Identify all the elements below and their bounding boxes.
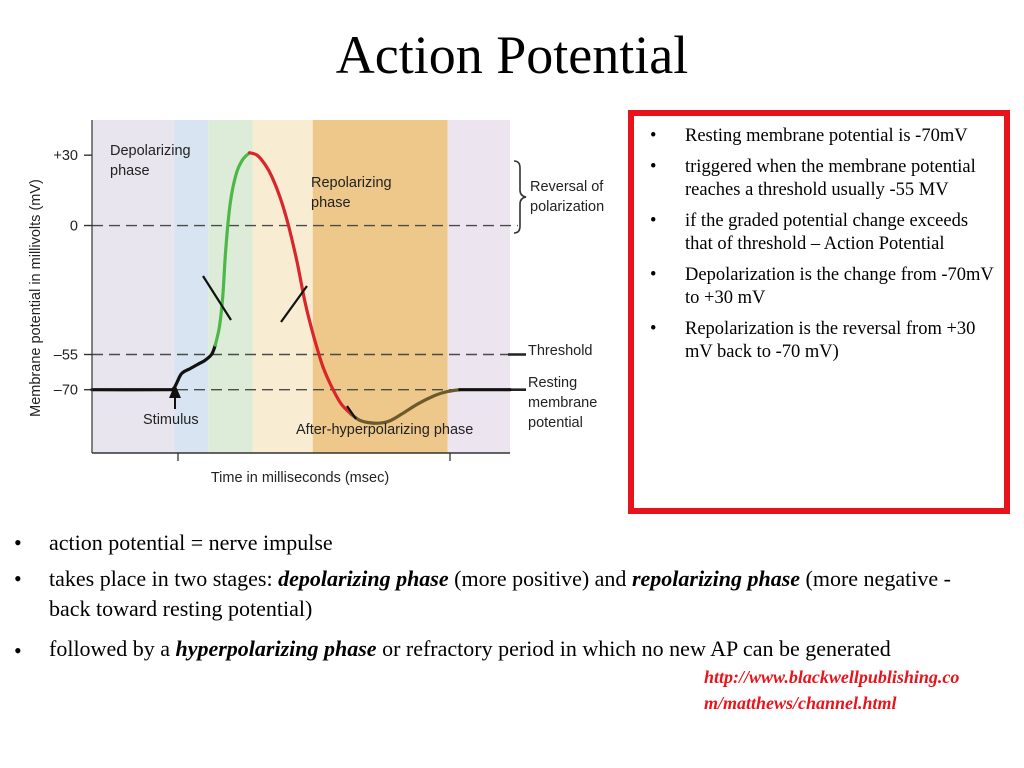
resting-label-line: membrane bbox=[528, 395, 597, 411]
y-tick-label: –55 bbox=[54, 348, 78, 364]
bullet-text: or refractory period in which no new AP … bbox=[376, 636, 891, 661]
after-hyperpolarizing-pointer bbox=[346, 405, 357, 420]
source-link[interactable]: http://www.blackwellpublishing.com/matth… bbox=[704, 667, 960, 713]
curve-segment-after-hyperpolarizing bbox=[349, 388, 462, 425]
depolarizing-phase-label: Depolarizing phase bbox=[110, 143, 191, 179]
phase-bands bbox=[92, 120, 510, 453]
stimulus-arrow-head bbox=[169, 384, 181, 398]
y-axis-ticks: +30 0 –55 –70 bbox=[53, 148, 451, 461]
resting-label-line: potential bbox=[528, 415, 583, 431]
curve-segment-depolarizing bbox=[213, 151, 252, 347]
repolarizing-label-line: phase bbox=[311, 195, 351, 211]
resting-label-line: Resting bbox=[528, 375, 577, 391]
after-hyperpolarizing-phase-label: After-hyperpolarizing phase bbox=[296, 422, 473, 438]
slide-title: Action Potential bbox=[335, 25, 689, 85]
phase-band bbox=[92, 120, 175, 453]
reversal-brace bbox=[513, 160, 527, 234]
y-tick-label: +30 bbox=[53, 148, 78, 164]
x-axis-label: Time in milliseconds (msec) bbox=[211, 470, 389, 486]
phase-band bbox=[252, 120, 313, 453]
y-axis-label: Membrane potential in millivolts (mV) bbox=[28, 179, 44, 417]
phase-band bbox=[174, 120, 209, 453]
note-item: Depolarization is the change from -70mV … bbox=[644, 264, 994, 311]
stimulus-label: Stimulus bbox=[143, 412, 199, 428]
phase-band bbox=[447, 120, 510, 453]
annotation-pointers bbox=[202, 275, 357, 420]
chart-svg: +30 0 –55 –70 Membrane potential in millivo… bbox=[28, 120, 604, 486]
note-item: Resting membrane potential is -70mV bbox=[644, 125, 994, 149]
notes-box: Resting membrane potential is -70mV trig… bbox=[628, 110, 1010, 514]
repolarizing-label-line: Repolarizing bbox=[311, 175, 392, 191]
reversal-label-line: Reversal of bbox=[530, 179, 604, 195]
action-potential-chart: +30 0 –55 –70 Membrane potential in millivo… bbox=[0, 108, 626, 508]
reversal-label-line: polarization bbox=[530, 199, 604, 215]
curve-segment-resting bbox=[90, 362, 201, 392]
reversal-of-polarization-label: Reversal of polarization bbox=[530, 179, 604, 215]
repolarizing-pointer bbox=[280, 285, 308, 323]
repolarizing-phase-label: Repolarizing phase bbox=[311, 175, 392, 211]
bullet-item: takes place in two stages: depolarizing … bbox=[12, 564, 972, 624]
phase-band bbox=[312, 120, 448, 453]
y-tick-label: 0 bbox=[70, 219, 78, 235]
note-item: Repolarization is the reversal from +30 … bbox=[644, 318, 994, 365]
threshold-label: Threshold bbox=[528, 343, 592, 359]
depolarizing-label-line: phase bbox=[110, 163, 150, 179]
resting-membrane-potential-label: Resting membrane potential bbox=[528, 375, 597, 431]
y-tick-label: –70 bbox=[54, 383, 78, 399]
bullet-item: followed by a hyperpolarizing phase or r… bbox=[12, 630, 949, 670]
depolarizing-pointer bbox=[202, 275, 232, 321]
curve-segment-threshold bbox=[197, 343, 217, 366]
bullet-text: (more negative - back toward resting pot… bbox=[49, 566, 951, 621]
bullet-item: action potential = nerve impulse bbox=[12, 528, 972, 558]
curve-segment-repolarizing bbox=[248, 151, 353, 416]
repolarizing-term: repolarizing phase bbox=[631, 566, 801, 591]
note-item: if the graded potential change exceeds t… bbox=[644, 210, 994, 257]
depolarizing-label-line: Depolarizing bbox=[110, 143, 191, 159]
bullet-text: (more positive) and bbox=[448, 566, 632, 591]
hyperpolarizing-term: hyperpolarizing phase bbox=[175, 636, 377, 661]
bullet-text: takes place in two stages: bbox=[49, 566, 279, 591]
note-item: triggered when the membrane potential re… bbox=[644, 156, 994, 203]
body-bullets: action potential = nerve impulse takes p… bbox=[12, 528, 972, 674]
depolarizing-term: depolarizing phase bbox=[278, 566, 449, 591]
bullet-text: action potential = nerve impulse bbox=[49, 530, 333, 555]
phase-band bbox=[208, 120, 253, 453]
potential-curve bbox=[90, 151, 512, 425]
bullet-text: followed by a bbox=[49, 636, 176, 661]
notes-list: Resting membrane potential is -70mV trig… bbox=[634, 116, 1004, 365]
